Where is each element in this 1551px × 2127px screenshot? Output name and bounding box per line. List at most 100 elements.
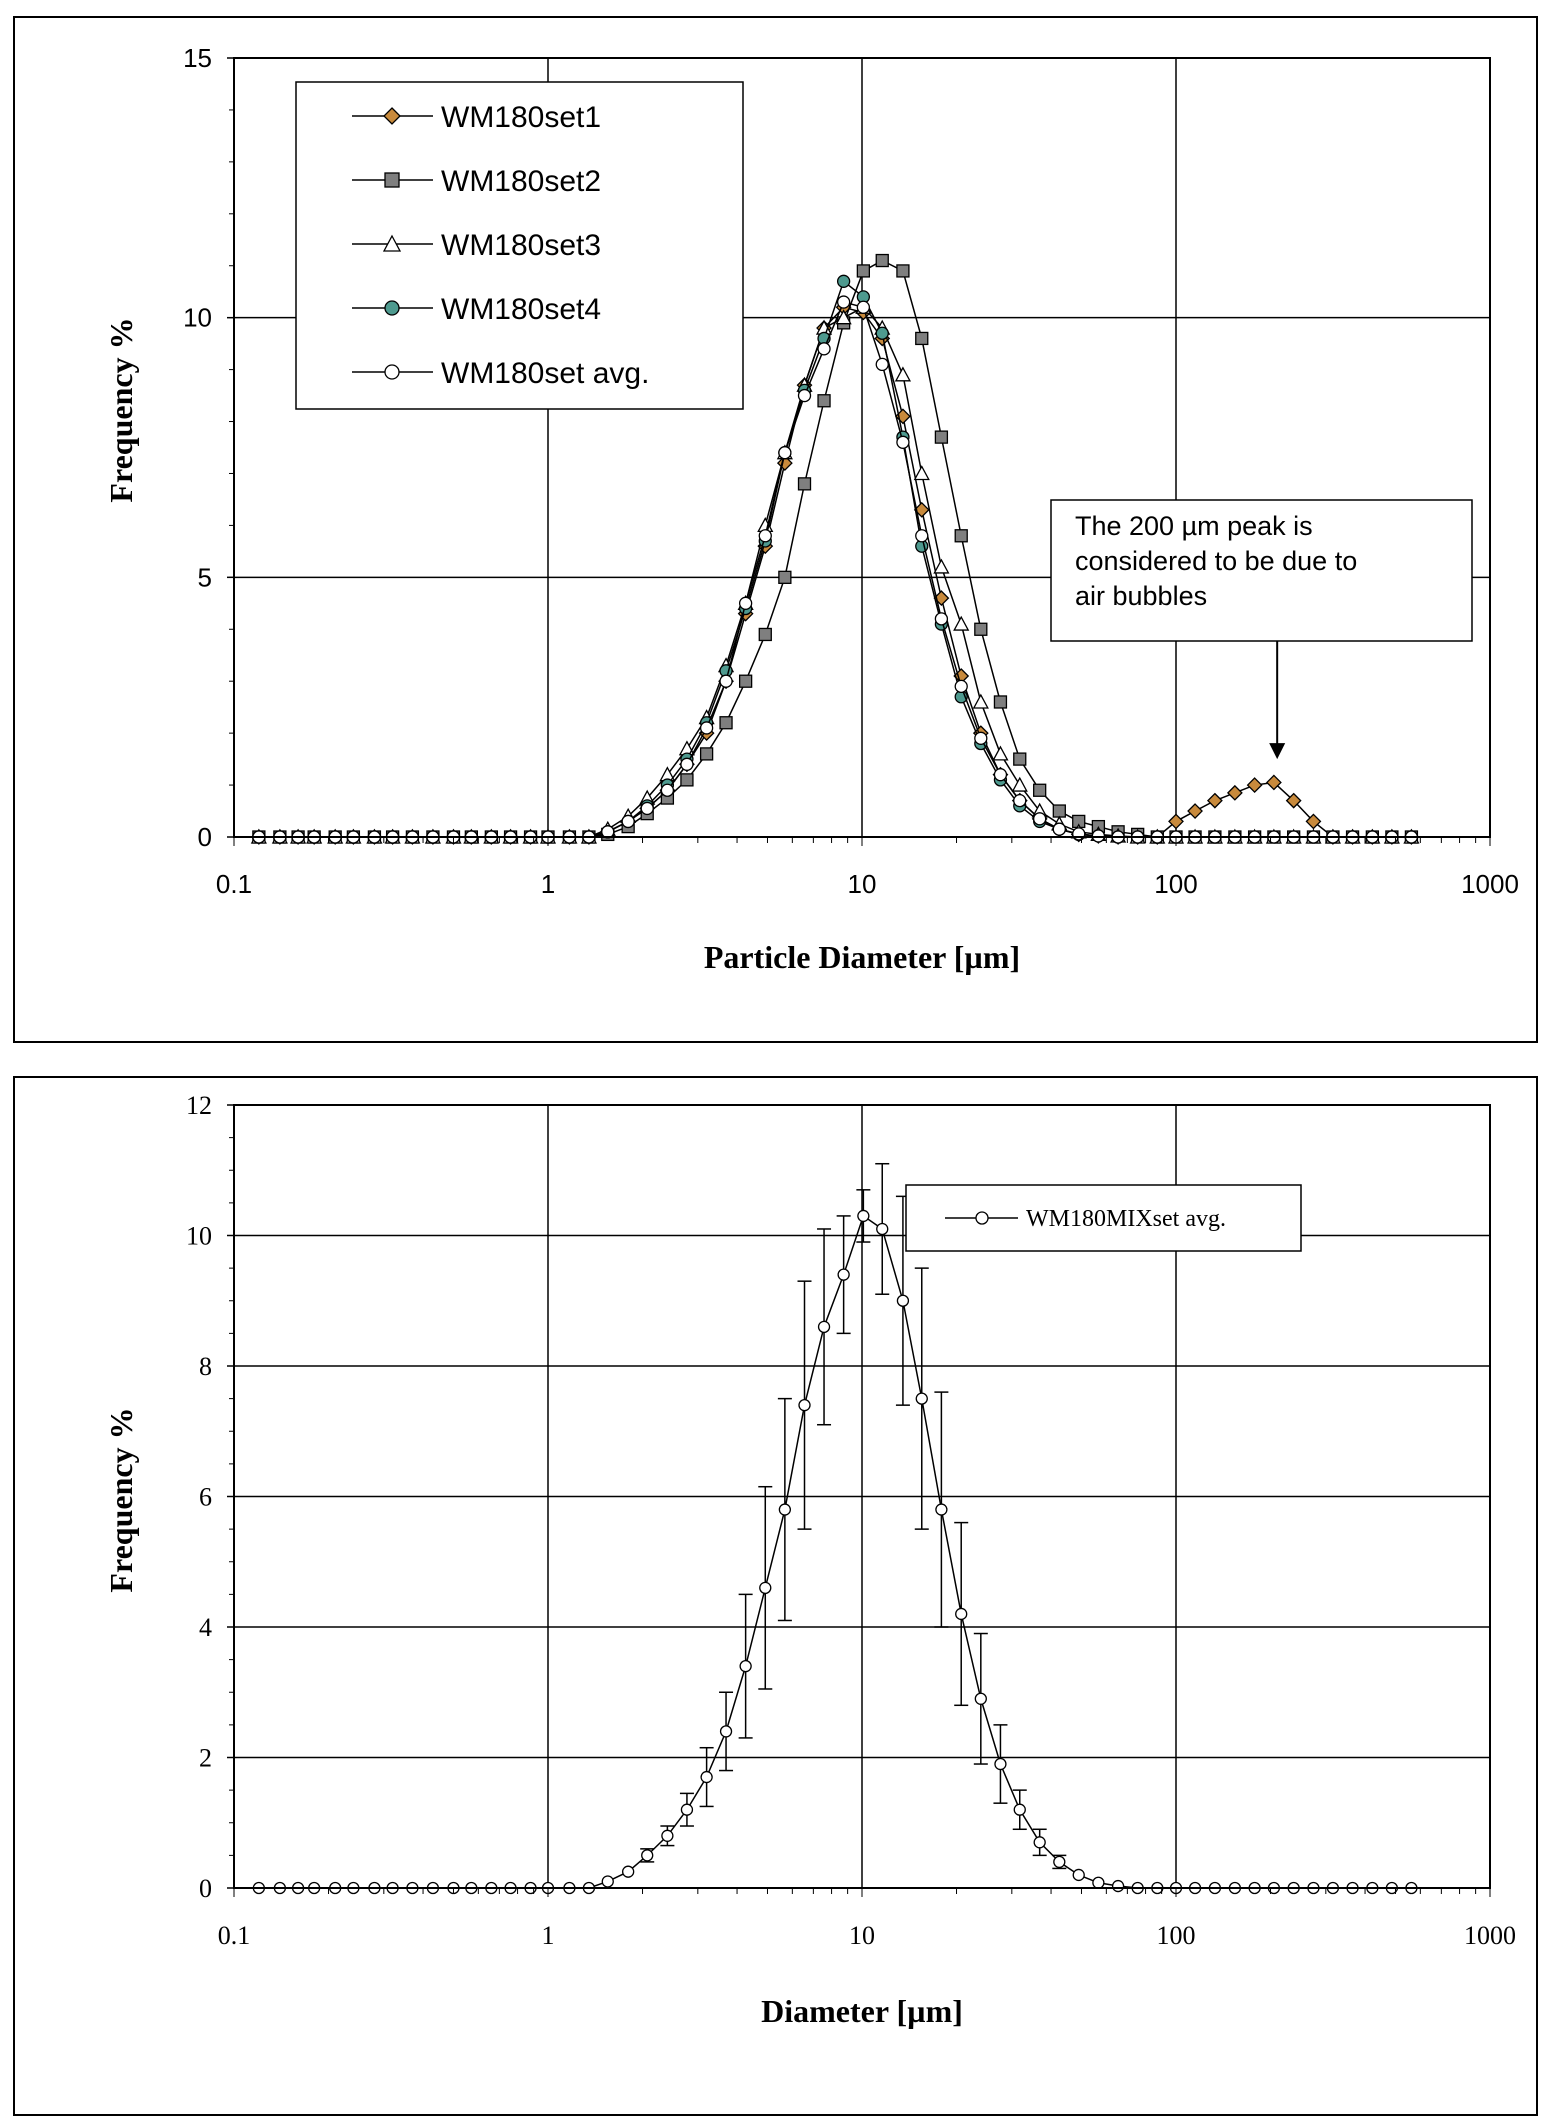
legend-marker-2 bbox=[382, 234, 402, 252]
c1-point-1-39 bbox=[1013, 752, 1027, 766]
c1-point-2-30 bbox=[835, 309, 852, 325]
c1-point-1-27 bbox=[778, 570, 792, 584]
chart2-ylabel: Frequency % bbox=[103, 1407, 139, 1592]
c1-point-4-35 bbox=[934, 612, 949, 626]
c1-point-4-32 bbox=[875, 357, 889, 372]
c2-point-0-32 bbox=[876, 1222, 889, 1236]
c1-point-1-26 bbox=[758, 627, 772, 642]
c1-point-0-34 bbox=[913, 501, 930, 518]
c1-point-2-37 bbox=[972, 693, 989, 709]
c1-point-1-31 bbox=[856, 264, 871, 278]
c2-ytick-label-5: 10 bbox=[186, 1222, 212, 1251]
chart1: 0 5 10 15 0.1 1 10 100 1000 Frequency % Particle… bbox=[103, 43, 1519, 975]
c2-point-0-40 bbox=[1033, 1836, 1046, 1849]
c1-point-1-34 bbox=[915, 331, 929, 346]
c1-point-1-32 bbox=[875, 253, 889, 268]
c1-point-2-38 bbox=[992, 745, 1009, 761]
c1-point-1-37 bbox=[974, 622, 988, 636]
c1-point-4-25 bbox=[738, 596, 753, 610]
c2-point-0-24 bbox=[719, 1725, 733, 1738]
c2-point-0-39 bbox=[1013, 1803, 1026, 1816]
c1-xtick-label-3: 100 bbox=[1154, 869, 1197, 899]
c2-point-0-22 bbox=[680, 1803, 694, 1816]
c1-point-4-21 bbox=[660, 783, 675, 797]
c2-point-0-37 bbox=[974, 1692, 987, 1705]
c1-point-1-36 bbox=[954, 529, 968, 543]
c2-xtick-label-1: 1 bbox=[542, 1921, 555, 1950]
c1-point-1-38 bbox=[993, 695, 1008, 709]
c2-point-0-41 bbox=[1053, 1855, 1066, 1869]
c1-point-4-43 bbox=[1091, 829, 1106, 843]
c1-point-1-29 bbox=[817, 394, 831, 408]
c1-ytick-label-3: 15 bbox=[183, 43, 212, 73]
c2-ytick-label-3: 6 bbox=[199, 1483, 212, 1512]
legend-marker-3 bbox=[384, 300, 400, 316]
chart2-xlabel: Diameter [µm] bbox=[761, 1993, 963, 2029]
c2-xtick-label-2: 10 bbox=[849, 1921, 875, 1950]
c1-point-2-35 bbox=[933, 558, 950, 574]
c1-point-2-33 bbox=[894, 366, 912, 382]
c1-point-4-20 bbox=[640, 801, 654, 816]
c1-point-0-52 bbox=[1265, 774, 1282, 791]
c1-xtick-label-1: 1 bbox=[541, 869, 555, 899]
c2-point-0-26 bbox=[759, 1581, 772, 1594]
c1-point-0-54 bbox=[1305, 813, 1322, 830]
c1-point-1-25 bbox=[738, 674, 753, 688]
chart1-annotation: The 200 µm peak is considered to be due … bbox=[1050, 499, 1473, 760]
c1-xtick-label-4: 1000 bbox=[1461, 869, 1519, 899]
c2-point-0-18 bbox=[601, 1875, 614, 1888]
c2-point-0-25 bbox=[739, 1660, 752, 1673]
c1-point-0-49 bbox=[1206, 792, 1223, 809]
c2-ytick-label-6: 12 bbox=[186, 1091, 212, 1120]
chart1-legend: WM180set1 WM180set2 WM180set3 WM180set4 WM18… bbox=[295, 81, 744, 410]
legend-label-0: WM180set1 bbox=[441, 101, 601, 134]
c2-point-0-30 bbox=[837, 1268, 850, 1281]
c1-point-4-38 bbox=[993, 768, 1008, 782]
c1-point-2-36 bbox=[953, 615, 970, 631]
c2-point-0-19 bbox=[622, 1865, 635, 1878]
legend2-marker-0 bbox=[975, 1211, 989, 1225]
c2-point-0-21 bbox=[661, 1829, 674, 1842]
legend-label-3: WM180set4 bbox=[441, 293, 601, 326]
c1-point-1-22 bbox=[680, 773, 694, 787]
chart2-legend: WM180MIXset avg. bbox=[905, 1184, 1302, 1252]
c1-point-4-39 bbox=[1013, 793, 1027, 808]
c1-point-4-28 bbox=[797, 388, 812, 403]
c1-point-0-47 bbox=[1168, 813, 1184, 830]
legend-label-1: WM180set2 bbox=[441, 165, 601, 198]
c1-point-4-40 bbox=[1033, 812, 1047, 826]
c1-point-0-50 bbox=[1226, 784, 1243, 801]
c1-point-4-23 bbox=[699, 721, 714, 735]
chart2-frame bbox=[13, 1076, 1538, 2116]
c2-point-0-36 bbox=[955, 1607, 968, 1621]
c1-point-4-37 bbox=[974, 731, 988, 745]
c2-point-0-35 bbox=[935, 1503, 948, 1516]
c1-point-3-30 bbox=[836, 274, 851, 288]
c1-point-4-22 bbox=[680, 757, 694, 771]
c1-ytick-label-1: 5 bbox=[198, 562, 212, 592]
c1-point-4-42 bbox=[1072, 827, 1086, 841]
chart2: 0 2 4 6 8 10 12 0.1 1 10 100 1000 Frequency % Diame… bbox=[103, 1091, 1516, 2029]
c2-xtick-label-3: 100 bbox=[1157, 1921, 1196, 1950]
legend-marker-1 bbox=[384, 172, 400, 188]
c1-point-1-41 bbox=[1052, 804, 1066, 818]
c1-ytick-label-0: 0 bbox=[198, 822, 212, 852]
annotation-line-2: considered to be due to bbox=[1075, 546, 1357, 576]
c2-xtick-label-4: 1000 bbox=[1464, 1921, 1516, 1950]
c1-ytick-label-2: 10 bbox=[183, 303, 212, 333]
c2-point-0-27 bbox=[778, 1503, 792, 1516]
legend-label-4: WM180set avg. bbox=[441, 357, 649, 390]
c1-point-2-34 bbox=[913, 465, 930, 481]
c1-point-0-48 bbox=[1187, 803, 1203, 819]
c2-point-0-34 bbox=[915, 1392, 928, 1405]
c1-point-4-31 bbox=[856, 300, 871, 314]
c1-point-4-34 bbox=[915, 529, 929, 543]
c1-point-4-30 bbox=[836, 295, 851, 309]
c1-point-4-36 bbox=[954, 679, 968, 694]
c1-point-2-39 bbox=[1011, 776, 1028, 792]
c2-point-0-28 bbox=[798, 1399, 811, 1412]
legend-marker-4 bbox=[384, 364, 400, 380]
c2-xtick-label-0: 0.1 bbox=[218, 1921, 251, 1950]
c1-point-3-32 bbox=[875, 326, 889, 340]
annotation-line-3: air bubbles bbox=[1075, 581, 1207, 611]
